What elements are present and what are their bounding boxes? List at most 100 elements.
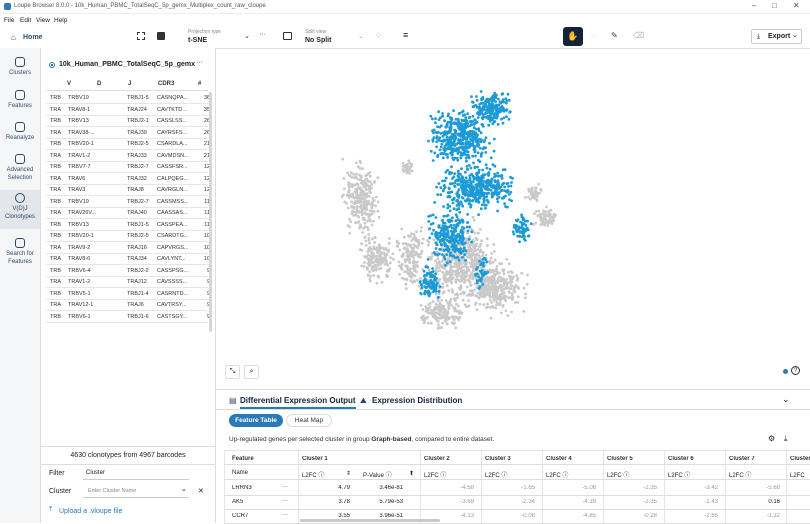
clonotype-row[interactable]: TRA TRAV1-2 TRAJ12 CAVSSSS... 9	[46, 276, 210, 288]
nav-item[interactable]: V(D)J Clonotypes	[0, 190, 40, 229]
clonotype-row[interactable]: TRB TRBV19 TRBJ1-5 CASNQPA... 36	[46, 92, 210, 104]
clonotype-row[interactable]: TRB TRBV6-4 TRBJ2-2 CASSPSG... 9	[46, 265, 210, 277]
clonotype-row[interactable]: TRA TRAV1-2 TRAJ33 CAVMDSN... 21	[46, 150, 210, 162]
projection-select[interactable]: t-SNE	[188, 37, 208, 44]
clonotype-row[interactable]: TRA TRAV6 TRAJ32 CALPQEG... 12	[46, 173, 210, 185]
clonotype-row[interactable]: TRA TRAV9-2 TRAJ16 CAPVRGS... 10	[46, 242, 210, 254]
filter-label: Filter	[49, 470, 65, 477]
clonotype-row[interactable]: TRB TRBV19 TRBJ2-7 CASSMSS... 11	[46, 196, 210, 208]
cell-point	[451, 201, 455, 205]
clonotype-row[interactable]: TRB TRBV20-1 TRBJ2-5 CSARDTG... 10	[46, 230, 210, 242]
radio[interactable]	[49, 62, 55, 68]
cell-point	[472, 148, 476, 151]
clonotype-cell: 26	[203, 118, 210, 124]
menu-item[interactable]: View	[36, 17, 50, 24]
th-col-line	[420, 450, 421, 524]
collapse[interactable]: ⌄	[782, 394, 790, 404]
fit-button[interactable]: ⤡	[225, 365, 240, 379]
select-tool[interactable]: ✋	[563, 27, 583, 46]
cell-point	[494, 186, 497, 189]
nav-item[interactable]: Reanalyze	[0, 122, 40, 152]
close[interactable]: ✕	[793, 1, 800, 10]
row-menu[interactable]: ···	[282, 484, 288, 490]
cluster-input[interactable]	[83, 485, 189, 498]
tab[interactable]: Differential Expression Output	[240, 396, 356, 409]
settings-icon[interactable]: ≡	[403, 30, 409, 40]
download-icon[interactable]: ⤓	[784, 434, 788, 443]
save-icon[interactable]	[157, 32, 165, 40]
clonotype-row[interactable]: TRA TRAV3 TRAJ8 CAVRGLN... 12	[46, 184, 210, 196]
dropdown-caret[interactable]: ⌄	[358, 33, 364, 40]
clonotype-row[interactable]: TRB TRBV5-1 TRBJ1-4 CASRNTD... 9	[46, 288, 210, 300]
home-icon[interactable]: ⌂	[11, 33, 16, 42]
filter-select[interactable]	[83, 467, 189, 480]
settings-icon[interactable]: ⚙	[768, 434, 776, 443]
split-icon[interactable]	[283, 32, 292, 40]
cell-point	[471, 100, 474, 104]
nav-icon	[15, 154, 25, 164]
nav-item[interactable]: Search for Features	[0, 238, 40, 268]
tab[interactable]: Expression Distribution	[372, 396, 463, 405]
cell-point	[446, 195, 450, 199]
cell-point	[470, 240, 473, 244]
cell-point	[446, 279, 450, 283]
lasso-tool[interactable]: ◌	[591, 31, 596, 40]
zoom-button[interactable]: ⌕	[244, 365, 259, 379]
menu-item[interactable]: Help	[54, 17, 68, 24]
dropdown-caret[interactable]: ⌄	[244, 33, 250, 40]
eraser-tool[interactable]: ⌫	[633, 31, 645, 40]
nav-item[interactable]: Advanced Selection	[0, 154, 40, 184]
clonotype-row[interactable]: TRA TRAV26V... TRAJ40 CAASSAS... 11	[46, 207, 210, 219]
clonotype-row[interactable]: TRB TRBV13 TRBJ2-1 CASSLSS... 26	[46, 115, 210, 127]
th-cluster: Cluster 6	[668, 456, 694, 462]
clonotype-row[interactable]: TRB TRBV20-1 TRBJ2-5 CSARDLA... 21	[46, 138, 210, 150]
home-button[interactable]: Home	[23, 34, 43, 41]
cell-point	[492, 149, 496, 153]
export-button[interactable]: ⤓ Export ⌄	[751, 29, 802, 44]
cell-point	[462, 178, 466, 182]
split-select[interactable]: No Split	[305, 37, 332, 44]
menu-item[interactable]: Edit	[20, 17, 32, 24]
clear[interactable]: ✕	[198, 488, 204, 495]
clonotype-row[interactable]: TRB TRBV7-7 TRBJ2-7 CASSFSR... 12	[46, 161, 210, 173]
cell-point	[422, 269, 426, 273]
clonotype-cell: 11	[204, 198, 210, 205]
more-icon[interactable]: ···	[196, 59, 203, 66]
upload-link[interactable]: Upload a .vloupe file	[59, 508, 123, 515]
menu-item[interactable]: File	[4, 17, 15, 24]
cell-point	[457, 318, 461, 322]
view-button[interactable]: Heat Map	[286, 414, 332, 427]
cell-point	[441, 179, 444, 183]
clonotype-row[interactable]: TRA TRAV8-1 TRAJ24 CAVTKTD... 35	[46, 104, 210, 116]
brush-tool[interactable]: ✎	[611, 31, 618, 40]
view-button[interactable]: Feature Table	[229, 414, 283, 427]
maximize[interactable]: □	[772, 1, 777, 10]
tag-icon[interactable]: ◇	[376, 32, 382, 39]
cell-point	[492, 113, 496, 117]
clonotype-row[interactable]: TRA TRAV8-6 TRAJ34 CAVLYNT... 10	[46, 253, 210, 265]
cell-point	[373, 260, 376, 264]
clonotype-row[interactable]: TRA TRAV38-... TRAJ39 CAYRSFS... 26	[46, 127, 210, 139]
nav-item[interactable]: Clusters	[0, 57, 40, 87]
cell-point	[404, 260, 407, 264]
fullscreen-icon[interactable]	[137, 32, 145, 40]
cell-point	[457, 171, 460, 175]
help-icon[interactable]: ?	[791, 366, 800, 375]
clonotype-row[interactable]: TRB TRBV6-1 TRBJ1-6 CASTSGY... 9	[46, 311, 210, 323]
cell-point	[503, 279, 506, 282]
th-col-line	[603, 450, 604, 524]
cell-point	[466, 278, 470, 282]
cell-point	[368, 246, 372, 249]
nav-item[interactable]: Features	[0, 90, 40, 120]
cell-point	[451, 272, 454, 276]
row-menu[interactable]: ···	[282, 512, 288, 518]
minimize[interactable]: –	[752, 1, 757, 10]
row-menu[interactable]: ···	[282, 498, 288, 504]
cell-point	[372, 210, 376, 213]
cell-point	[545, 205, 548, 209]
cell-point	[481, 183, 485, 186]
more-icon[interactable]: ···	[259, 31, 266, 38]
clonotype-row[interactable]: TRB TRBV13 TRBJ1-5 CASSPEA... 11	[46, 219, 210, 231]
cell-point	[395, 239, 399, 243]
clonotype-row[interactable]: TRA TRAV12-1 TRAJ6 CAVTRSY... 9	[46, 299, 210, 311]
